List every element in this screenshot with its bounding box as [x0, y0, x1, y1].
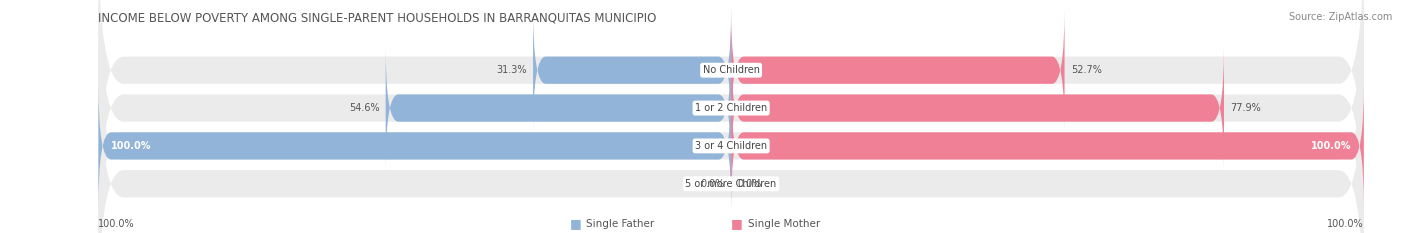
- Text: 31.3%: 31.3%: [496, 65, 527, 75]
- FancyBboxPatch shape: [98, 0, 1364, 208]
- FancyBboxPatch shape: [98, 0, 1364, 233]
- Text: ■: ■: [569, 217, 581, 230]
- Text: Single Father: Single Father: [586, 219, 655, 229]
- FancyBboxPatch shape: [533, 8, 731, 132]
- Text: Single Mother: Single Mother: [748, 219, 820, 229]
- FancyBboxPatch shape: [731, 46, 1225, 170]
- FancyBboxPatch shape: [98, 8, 1364, 233]
- FancyBboxPatch shape: [98, 84, 731, 208]
- Text: 5 or more Children: 5 or more Children: [686, 179, 776, 189]
- FancyBboxPatch shape: [731, 8, 1064, 132]
- Text: 1 or 2 Children: 1 or 2 Children: [695, 103, 768, 113]
- Text: 100.0%: 100.0%: [1310, 141, 1351, 151]
- FancyBboxPatch shape: [731, 84, 1364, 208]
- FancyBboxPatch shape: [385, 46, 731, 170]
- Text: 100.0%: 100.0%: [1327, 219, 1364, 229]
- Text: 100.0%: 100.0%: [98, 219, 135, 229]
- Text: 54.6%: 54.6%: [349, 103, 380, 113]
- Text: 100.0%: 100.0%: [111, 141, 152, 151]
- FancyBboxPatch shape: [98, 46, 1364, 233]
- Text: No Children: No Children: [703, 65, 759, 75]
- Text: Source: ZipAtlas.com: Source: ZipAtlas.com: [1288, 12, 1392, 22]
- Text: 52.7%: 52.7%: [1071, 65, 1102, 75]
- Text: 3 or 4 Children: 3 or 4 Children: [695, 141, 768, 151]
- Text: 77.9%: 77.9%: [1230, 103, 1261, 113]
- Text: 0.0%: 0.0%: [700, 179, 725, 189]
- Text: 0.0%: 0.0%: [737, 179, 762, 189]
- Text: INCOME BELOW POVERTY AMONG SINGLE-PARENT HOUSEHOLDS IN BARRANQUITAS MUNICIPIO: INCOME BELOW POVERTY AMONG SINGLE-PARENT…: [98, 12, 657, 25]
- Text: ■: ■: [731, 217, 742, 230]
